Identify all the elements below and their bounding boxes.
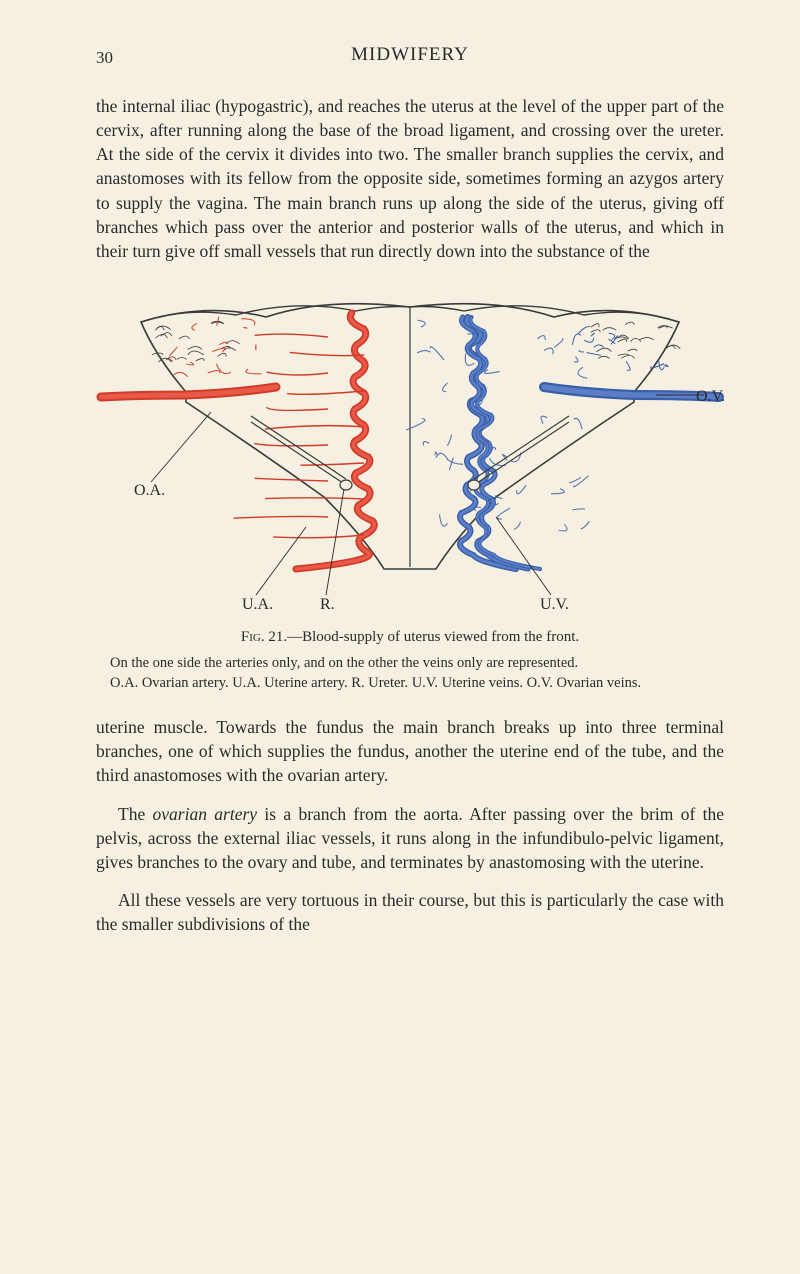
para2c-text: All these vessels are very tortuous in t… xyxy=(96,890,724,934)
caption-text: —Blood-supply of uterus viewed from the … xyxy=(287,629,579,645)
svg-text:R.: R. xyxy=(320,596,335,613)
page-number: 30 xyxy=(96,48,113,68)
para2b-before: The xyxy=(118,804,153,824)
svg-text:U.V.: U.V. xyxy=(540,596,569,613)
running-head: MIDWIFERY xyxy=(96,44,724,66)
caption-line-2: O.A. Ovarian artery. U.A. Uterine artery… xyxy=(110,675,641,691)
svg-text:O.V.: O.V. xyxy=(696,388,724,405)
paragraph-2c: All these vessels are very tortuous in t… xyxy=(96,888,724,936)
svg-text:O.A.: O.A. xyxy=(134,482,165,499)
paragraph-2b: The ovarian artery is a branch from the … xyxy=(96,802,724,874)
paragraph-2a: uterine muscle. Towards the fundus the m… xyxy=(96,715,724,787)
figure-21: O.A. U.A. R. U.V. O.V. xyxy=(96,277,724,617)
figure-caption: Fig. 21.—Blood-supply of uterus viewed f… xyxy=(96,629,724,646)
para2b-italic-term: ovarian artery xyxy=(153,804,258,824)
caption-fig-num: Fig. 21. xyxy=(241,629,287,645)
anatomy-diagram-svg: O.A. U.A. R. U.V. O.V. xyxy=(96,277,724,617)
caption-line-1: On the one side the arteries only, and o… xyxy=(110,655,578,671)
svg-text:U.A.: U.A. xyxy=(242,596,273,613)
paragraph-1: the internal iliac (hypogastric), and re… xyxy=(96,94,724,263)
figure-caption-sub: On the one side the arteries only, and o… xyxy=(96,654,724,693)
